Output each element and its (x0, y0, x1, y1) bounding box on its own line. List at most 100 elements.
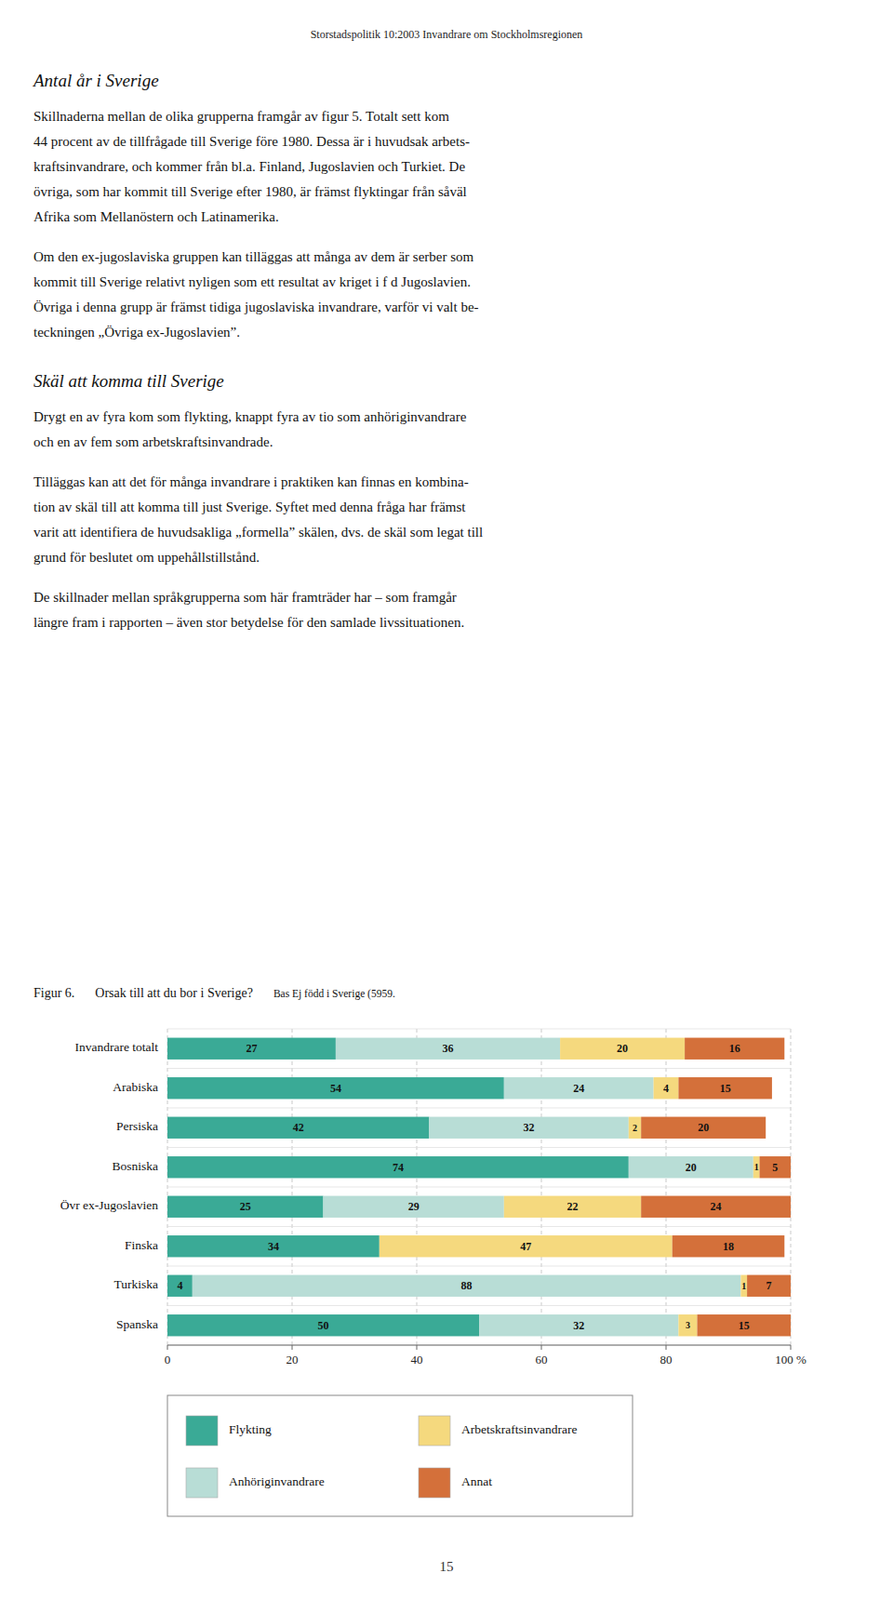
data-label: 54 (330, 1081, 342, 1095)
row-separator (167, 1305, 791, 1307)
chart-title: Orsak till att du bor i Sverige? (94, 986, 254, 1001)
data-label: 1 (741, 1280, 747, 1292)
bar-segment (653, 1077, 680, 1099)
grid (167, 1028, 791, 1346)
row-separator (167, 1345, 791, 1347)
category-label: Övr ex-Jugoslavien (60, 1198, 160, 1213)
page-title: Storstadspolitik 10:2003 Invandrare om S… (0, 27, 893, 42)
axis-line (167, 1345, 791, 1347)
row-separator (167, 1067, 791, 1069)
legend: Flykting Anhöriginvandrare Arbetskraftsinv… (167, 1395, 633, 1517)
bar-segment (167, 1235, 380, 1257)
text-line: grund för beslutet om uppehållstillstånd… (33, 545, 862, 571)
heading: Antal år i Sverige (33, 68, 862, 94)
bar-segment (167, 1156, 629, 1178)
tick-label: 40 (411, 1352, 424, 1367)
data-label: 15 (719, 1081, 732, 1095)
data-labels: 2736201654244154232220742015252922243447… (176, 1041, 778, 1333)
text-line: Skillnaderna mellan de olika grupperna f… (33, 104, 862, 130)
row-separator (167, 1146, 791, 1148)
figure-caption: Figur 6.Orsak till att du bor i Sverige?… (33, 986, 871, 1001)
heading: Skäl att komma till Sverige (33, 369, 862, 394)
legend-label: Flykting (228, 1422, 272, 1437)
data-label: 25 (239, 1199, 252, 1213)
legend-label: Anhöriginvandrare (228, 1474, 325, 1489)
x-axis: 020406080100 % (164, 1345, 807, 1367)
legend-label: Arbetskraftsinvandrare (461, 1422, 577, 1437)
text-line: tion av skäl till att komma till just Sv… (33, 494, 862, 520)
bar-segment (753, 1156, 760, 1178)
category-label: Bosniska (111, 1159, 159, 1173)
tick-mark (292, 1345, 294, 1350)
bar-segment (335, 1038, 560, 1060)
bar-segment (379, 1235, 673, 1257)
tick-mark (541, 1345, 543, 1350)
data-label: 18 (722, 1239, 734, 1253)
bar-segment (678, 1314, 697, 1336)
data-label: 42 (293, 1120, 305, 1134)
text-line: varit att identifiera de huvudsakliga „f… (33, 519, 862, 546)
tick-label: 60 (535, 1352, 548, 1367)
bar-segment (167, 1196, 324, 1218)
text-line: teckningen „Övriga ex-Jugoslavien”. (33, 319, 862, 346)
data-label: 7 (766, 1279, 773, 1293)
page-number: 15 (0, 1559, 893, 1575)
tick-label: 100 % (774, 1352, 807, 1367)
text-line: Övriga i denna grupp är främst tidiga ju… (33, 294, 862, 320)
category-label: Persiska (116, 1119, 159, 1133)
bar-segment (167, 1077, 505, 1099)
row-separator (167, 1226, 791, 1227)
data-label: 74 (392, 1160, 404, 1174)
bar-segment (504, 1077, 654, 1099)
bar-segment (167, 1038, 336, 1060)
data-label: 32 (573, 1319, 585, 1333)
paragraph: Tilläggas kan att det för många invandra… (33, 469, 862, 571)
data-label: 34 (267, 1239, 280, 1253)
text-line: kommit till Sverige relativt nyligen som… (33, 269, 862, 295)
data-label: 4 (176, 1279, 183, 1293)
bar-segment (167, 1117, 429, 1139)
row-separator (167, 1186, 791, 1188)
data-label: 20 (685, 1160, 697, 1174)
chart: 020406080100 %Invandrare totaltArabiskaP… (18, 1013, 875, 1545)
data-label: 36 (442, 1041, 454, 1055)
legend-swatch (186, 1415, 218, 1446)
bar-segment (504, 1196, 641, 1218)
bar-segment (640, 1196, 791, 1218)
data-label: 16 (729, 1041, 741, 1055)
bar-segment (678, 1077, 773, 1099)
category-label: Finska (124, 1238, 159, 1253)
bar-segment (323, 1196, 505, 1218)
bar-segment (192, 1275, 742, 1297)
paragraph: Om den ex-jugoslaviska gruppen kan tillä… (33, 244, 862, 346)
bars (167, 1038, 791, 1337)
data-label: 47 (519, 1239, 532, 1253)
row-separator (167, 1028, 791, 1030)
text-line: Tilläggas kan att det för många invandra… (33, 469, 862, 495)
tick-mark (167, 1345, 169, 1350)
text-line: längre fram i rapporten – även stor bety… (33, 610, 862, 636)
bar-segment (628, 1156, 754, 1178)
data-label: 88 (461, 1279, 473, 1293)
paragraph: Skillnaderna mellan de olika grupperna f… (33, 104, 862, 230)
bar-segment (167, 1314, 480, 1336)
data-label: 27 (245, 1041, 257, 1055)
data-label: 32 (523, 1120, 535, 1134)
legend-swatch (186, 1467, 218, 1498)
data-label: 29 (408, 1199, 420, 1213)
paragraph: De skillnader mellan språkgrupperna som … (33, 585, 862, 636)
data-label: 50 (318, 1319, 330, 1333)
tick-mark (666, 1345, 667, 1350)
data-label: 1 (754, 1161, 760, 1173)
tick-label: 0 (164, 1352, 172, 1367)
paragraph: Drygt en av fyra kom som flykting, knapp… (33, 404, 862, 455)
bar-segment (559, 1038, 685, 1060)
y-axis: Invandrare totaltArabiskaPersiskaBosnisk… (60, 1039, 160, 1332)
category-label: Turkiska (113, 1277, 159, 1292)
data-label: 3 (685, 1319, 691, 1331)
bar-segment (740, 1275, 747, 1297)
text-line: De skillnader mellan språkgrupperna som … (33, 585, 862, 611)
data-label: 15 (738, 1319, 750, 1333)
category-label: Spanska (116, 1317, 159, 1332)
data-label: 2 (632, 1122, 638, 1133)
